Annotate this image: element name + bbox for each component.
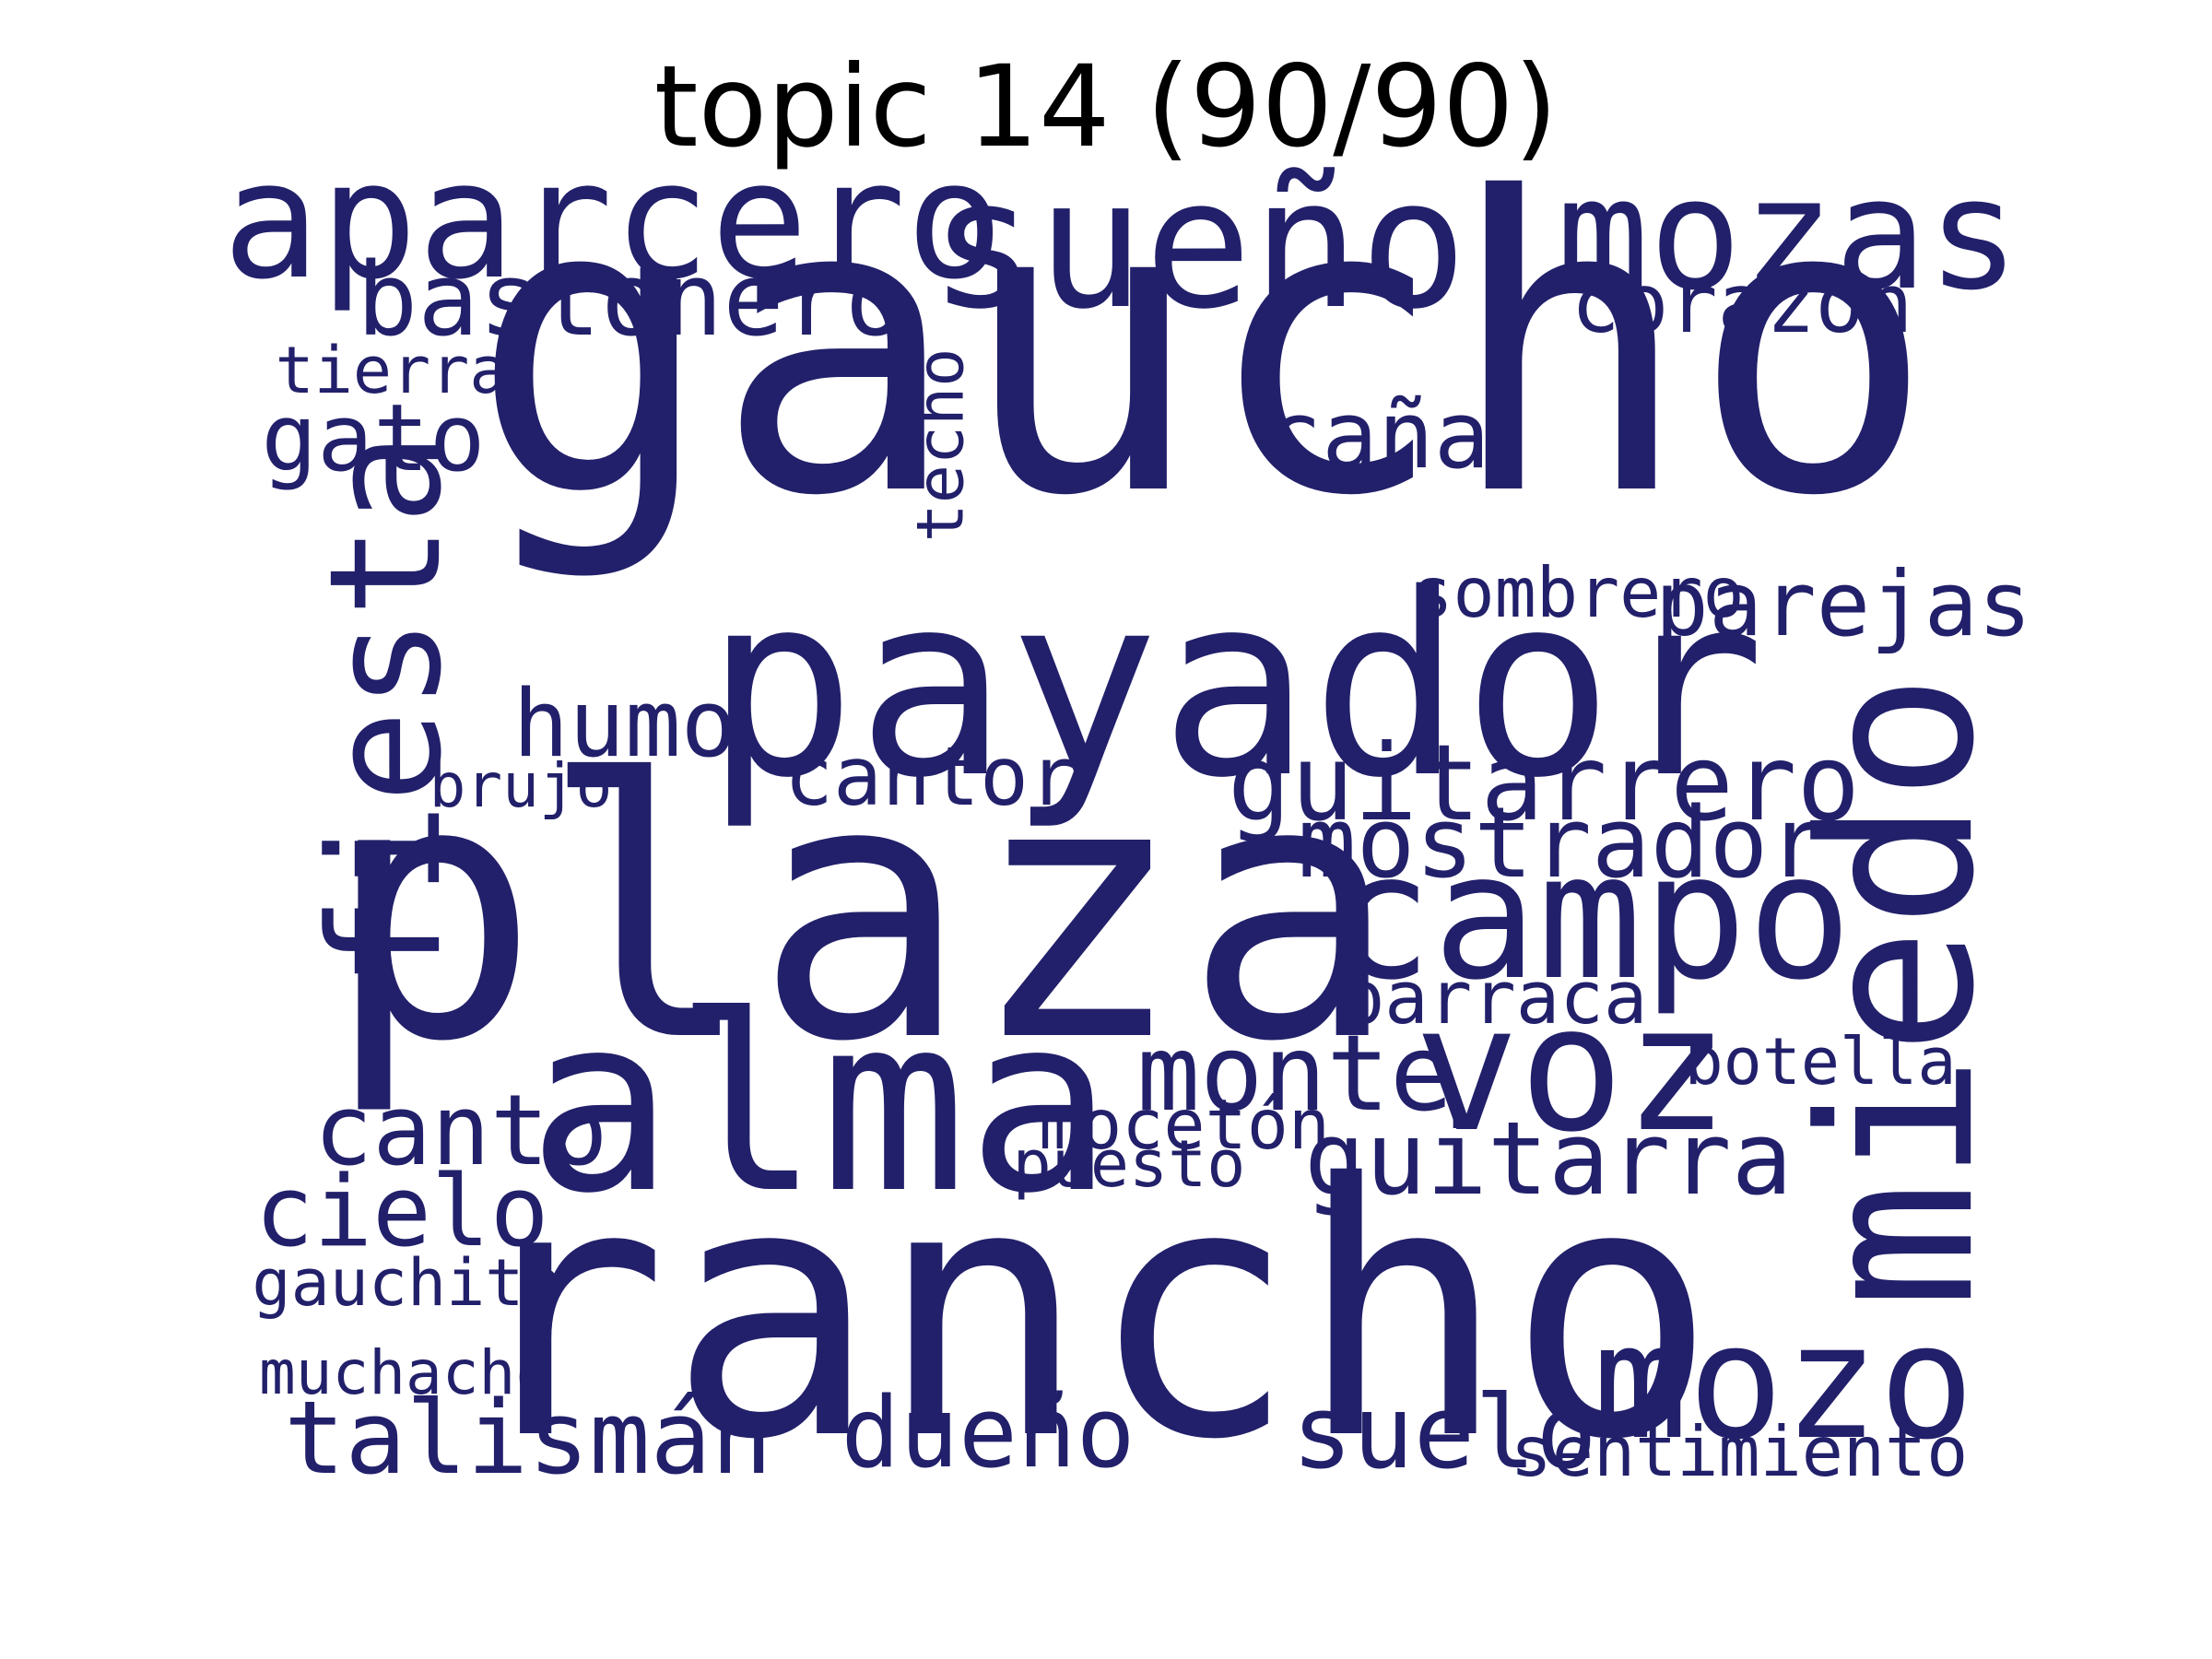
word-sombrero: sombrero: [1411, 551, 1745, 633]
word-tierra: tierra: [275, 333, 509, 408]
word-aparcero: aparcero: [222, 126, 1004, 315]
word-parejas: parejas: [1654, 551, 2032, 656]
word-guitarrero: guitarrero: [1227, 722, 1861, 844]
word-sentimiento: sentimiento: [1510, 1410, 1969, 1492]
word-corazon: corazón: [1571, 256, 1913, 351]
word-techo: techo: [902, 347, 978, 543]
word-mostrador: mostrador: [1297, 786, 1828, 900]
word-barraca: barraca: [1340, 955, 1648, 1041]
word-talisman: talismán: [284, 1379, 772, 1497]
word-gaucho: gaucho: [470, 112, 1936, 584]
word-cielo: cielo: [254, 1155, 549, 1268]
word-puesto: puesto: [1012, 1126, 1246, 1202]
word-humo: humo: [512, 668, 737, 778]
word-gato: gato: [261, 382, 486, 492]
word-alma: alma: [527, 964, 1113, 1247]
word-brujo: brujo: [429, 750, 613, 821]
word-monte: monte: [1136, 1012, 1453, 1135]
word-payador: payador: [704, 540, 1766, 833]
word-guitarra: guitarra: [1304, 1100, 1793, 1218]
word-fiesta: fiesta: [297, 431, 477, 988]
word-gauchito: gauchito: [252, 1245, 563, 1321]
word-plaza: plaza: [324, 704, 1399, 1120]
word-cloud-title: topic 14 (90/90): [653, 41, 1559, 172]
word-canto: canto: [313, 1074, 608, 1187]
word-voz: voz: [1414, 967, 1729, 1171]
word-suelo: suelo: [1291, 1373, 1597, 1491]
word-botella: botella: [1684, 1024, 1957, 1100]
word-moceton: mocetón: [1038, 1083, 1331, 1165]
word-muchacho: muchacho: [259, 1337, 552, 1408]
word-dueno: dueño: [841, 1376, 1135, 1489]
word-bastonero: bastonero: [356, 241, 907, 359]
word-sueno: sueño: [929, 140, 1467, 348]
word-cana: caña: [1265, 380, 1490, 489]
word-mozas: mozas: [1556, 145, 2020, 324]
word-mozo: mozo: [1592, 1289, 1975, 1475]
word-campo: campo: [1327, 815, 1853, 1018]
word-rancho: rancho: [458, 1111, 1717, 1516]
word-cantor: cantor: [784, 729, 1077, 824]
